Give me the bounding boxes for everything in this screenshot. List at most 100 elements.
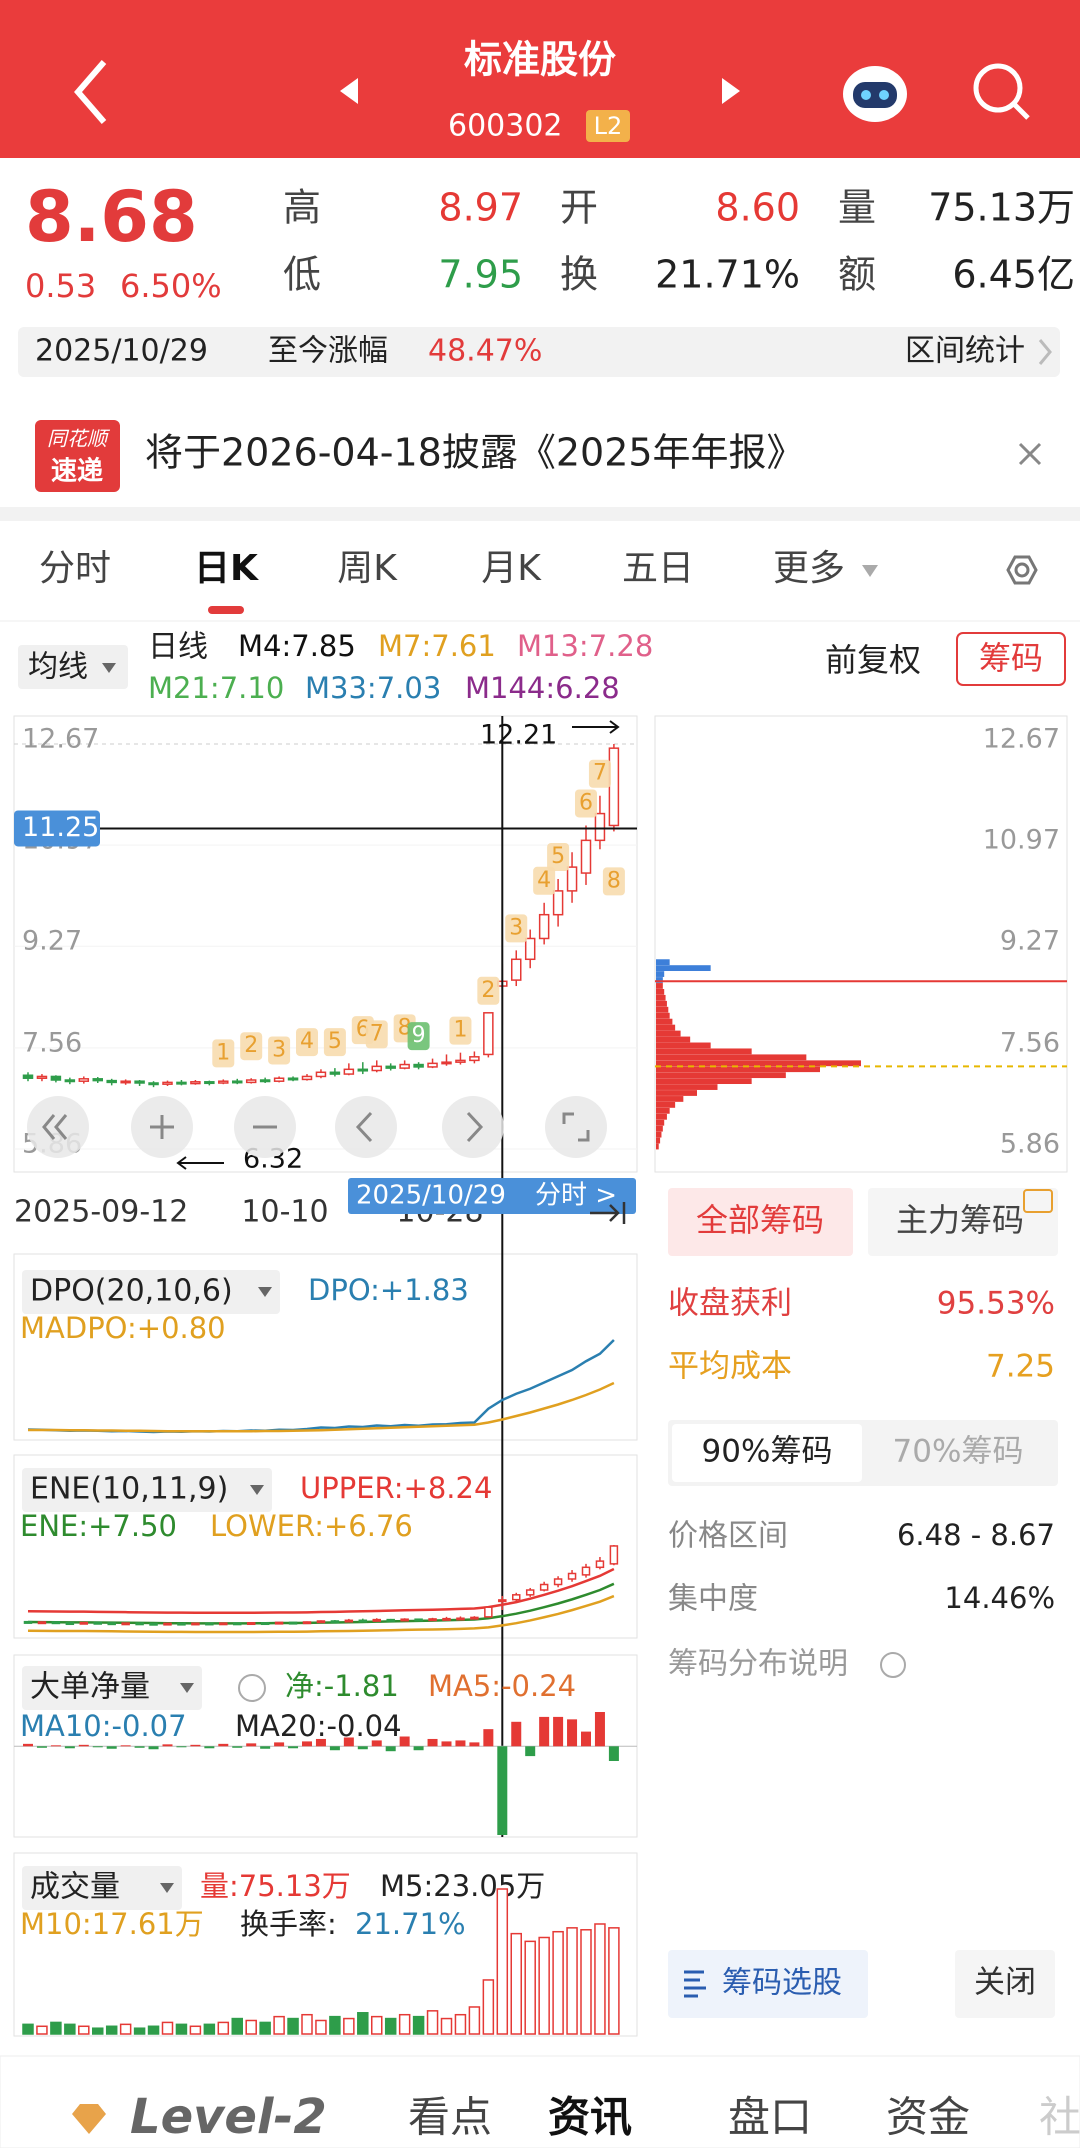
td-badge — [449, 1016, 472, 1045]
candle-body — [22, 1074, 34, 1079]
stat-label: 收盘获利 — [668, 1286, 792, 1322]
select-btn[interactable] — [668, 1950, 868, 2018]
candle-body — [246, 1622, 256, 1626]
candle-body — [64, 1079, 76, 1083]
candle-body — [51, 1621, 61, 1625]
candle-body — [219, 1622, 228, 1626]
y-tick-label: 10.97 — [983, 825, 1060, 856]
price: 8.68 — [25, 176, 198, 258]
chart-control[interactable] — [442, 1096, 504, 1158]
ma-selector[interactable]: 均线 — [28, 650, 88, 685]
nav-item[interactable]: 资讯 — [548, 2093, 632, 2142]
chips-button-label[interactable]: 筹码 — [979, 639, 1043, 677]
close-btn-label[interactable]: 关闭 — [974, 1965, 1036, 2001]
robot-icon[interactable] — [843, 66, 907, 122]
tab-underline — [208, 606, 244, 614]
tab[interactable]: 更多 — [773, 548, 845, 589]
date-tag[interactable] — [348, 1178, 636, 1214]
chip-bar — [656, 1000, 667, 1007]
volume-bar — [189, 2025, 202, 2035]
tab[interactable]: 周K — [337, 548, 398, 589]
td-badge — [212, 1039, 235, 1068]
change: 0.53 — [25, 267, 96, 305]
chips-button[interactable] — [956, 632, 1066, 686]
chart-control[interactable] — [27, 1096, 89, 1158]
td-badge — [505, 914, 528, 943]
nav-items: 看点 资讯 盘口 资金 社 — [408, 2093, 1080, 2142]
candle-body — [399, 1063, 410, 1069]
chip-bar — [656, 1119, 665, 1126]
selector-bg[interactable] — [18, 645, 128, 689]
td-badge — [323, 1028, 346, 1057]
indicator-selector[interactable]: 大单净量 — [30, 1670, 150, 1705]
indicator-selector-bg[interactable] — [22, 1666, 202, 1710]
change-pct: 6.50% — [120, 267, 222, 305]
indicator-selector[interactable]: 成交量 — [30, 1870, 120, 1905]
candle-body — [301, 1075, 313, 1081]
indicator-selector[interactable]: ENE(10,11,9) — [30, 1472, 228, 1507]
indicator-selector-bg[interactable] — [22, 1468, 272, 1512]
volume-bar — [315, 2019, 327, 2035]
range-bar[interactable] — [18, 327, 1060, 377]
nav-item[interactable]: 社 — [1039, 2093, 1080, 2142]
close-banner[interactable] — [1018, 442, 1042, 466]
chart-control[interactable] — [545, 1096, 607, 1158]
chart-control[interactable] — [335, 1096, 397, 1158]
net-bar — [302, 1741, 312, 1747]
tab[interactable]: 日K — [194, 548, 259, 589]
candle-body — [302, 1621, 312, 1625]
net-bar — [134, 1746, 145, 1748]
tab[interactable]: 五日 — [622, 548, 694, 589]
nav-item[interactable]: 资金 — [886, 2093, 970, 2142]
prev-stock[interactable] — [340, 78, 358, 104]
toggle[interactable]: 70%筹码 — [893, 1434, 1024, 1470]
net-bar — [246, 1743, 257, 1747]
net-bar — [525, 1746, 536, 1757]
close-btn[interactable] — [955, 1950, 1055, 2018]
volume-bar — [231, 2017, 243, 2035]
tab[interactable]: 分时 — [39, 548, 111, 589]
candle-body — [343, 1068, 355, 1075]
settings-icon[interactable] — [1006, 555, 1038, 585]
net-bar — [469, 1742, 480, 1747]
net-bar — [371, 1740, 382, 1747]
indicator-selector-bg[interactable] — [22, 1270, 280, 1314]
search-icon[interactable] — [973, 63, 1030, 120]
chip-tab-bg[interactable] — [868, 1188, 1058, 1256]
ma-value: M33:7.03 — [305, 671, 441, 705]
tab[interactable]: 月K — [481, 548, 542, 589]
toggle-active[interactable] — [672, 1424, 862, 1482]
indicator-selector-bg[interactable] — [22, 1866, 182, 1910]
candle-body — [581, 1566, 591, 1576]
range-link[interactable]: 区间统计 — [905, 334, 1025, 369]
jump-end-icon — [590, 1202, 626, 1224]
detail-value: 14.46% — [944, 1581, 1055, 1615]
candle-body — [288, 1621, 298, 1625]
nav-item[interactable]: 看点 — [408, 2093, 492, 2142]
td-label: 7 — [593, 761, 607, 786]
dropdown-arrow — [180, 1683, 194, 1693]
candle-body — [357, 1068, 369, 1072]
separator — [0, 507, 1080, 521]
td-label: 2 — [244, 1033, 258, 1058]
volume-bar — [454, 2013, 467, 2035]
adjust[interactable]: 前复权 — [825, 641, 921, 679]
toggle[interactable]: 90%筹码 — [702, 1434, 833, 1470]
indicator-selector[interactable]: DPO(20,10,6) — [30, 1274, 233, 1309]
select-btn-label[interactable]: 筹码选股 — [722, 1966, 842, 2001]
chip-bar — [656, 977, 663, 983]
quote-label: 低 — [283, 253, 321, 297]
back-button[interactable] — [74, 60, 107, 124]
chip-tab-bg[interactable] — [668, 1188, 853, 1256]
nav-item[interactable]: 盘口 — [728, 2093, 812, 2142]
help[interactable]: 筹码分布说明 — [668, 1647, 848, 1682]
banner-text[interactable]: 将于2026-04-18披露《2025年年报》 — [145, 431, 805, 475]
next-stock[interactable] — [722, 78, 740, 104]
candle-body — [190, 1081, 201, 1085]
volume-bar — [343, 2017, 355, 2035]
indicator-value: 净:-1.81 — [285, 1669, 399, 1703]
td-label: 7 — [370, 1021, 384, 1046]
range-value: 48.47% — [428, 334, 542, 369]
level2[interactable]: Level-2 — [130, 2089, 327, 2145]
period: 日线 — [148, 630, 208, 665]
